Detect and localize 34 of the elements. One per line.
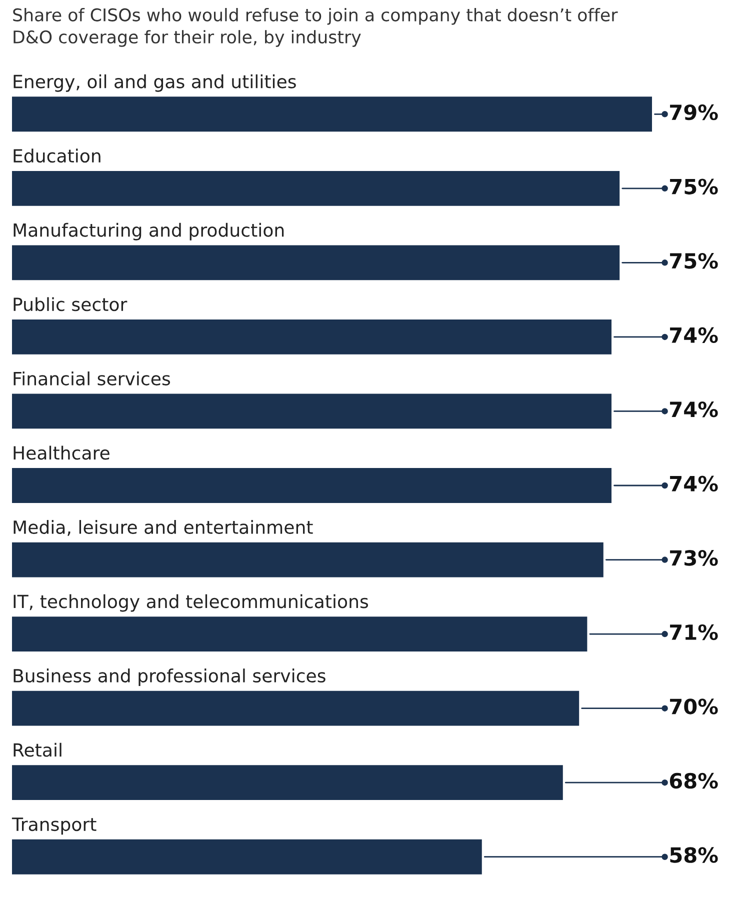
data-label: 74% <box>670 476 718 492</box>
bar <box>12 170 620 206</box>
bar <box>12 320 612 354</box>
bar <box>12 468 612 503</box>
y-tick-label: Healthcare <box>14 446 110 460</box>
bar <box>12 542 604 578</box>
y-tick-label: Financial services <box>14 371 170 386</box>
data-label: 74% <box>670 402 718 418</box>
data-label: 79% <box>670 104 718 120</box>
bar <box>12 690 580 726</box>
data-label: 71% <box>670 624 718 640</box>
bar <box>12 839 482 874</box>
bar <box>12 765 563 800</box>
data-label: 58% <box>670 847 718 863</box>
y-tick-label: Public sector <box>14 297 128 312</box>
data-label: 74% <box>670 327 718 343</box>
y-tick-label: Media, leisure and entertainment <box>14 520 313 536</box>
chart-title: Share of CISOs who would refuse to join a company that doesn’t offer D&O coverage for their role, by industry <box>13 8 618 47</box>
data-label: 68% <box>670 772 718 789</box>
bar <box>12 394 612 429</box>
y-tick-label: Retail <box>14 742 62 757</box>
data-label: 70% <box>670 698 718 714</box>
data-label: 73% <box>670 550 718 566</box>
data-label: 75% <box>670 178 718 194</box>
bar <box>12 245 620 280</box>
y-tick-label: Education <box>14 148 100 163</box>
bar <box>12 616 588 652</box>
y-tick-label: Business and professional services <box>14 668 326 686</box>
y-tick-label: Energy, oil and gas and utilities <box>14 74 296 92</box>
bar <box>12 96 652 132</box>
data-label: 75% <box>670 252 718 269</box>
y-tick-label: Manufacturing and production <box>14 222 284 240</box>
y-tick-label: IT, technology and telecommunications <box>14 594 368 612</box>
y-tick-label: Transport <box>12 818 96 835</box>
